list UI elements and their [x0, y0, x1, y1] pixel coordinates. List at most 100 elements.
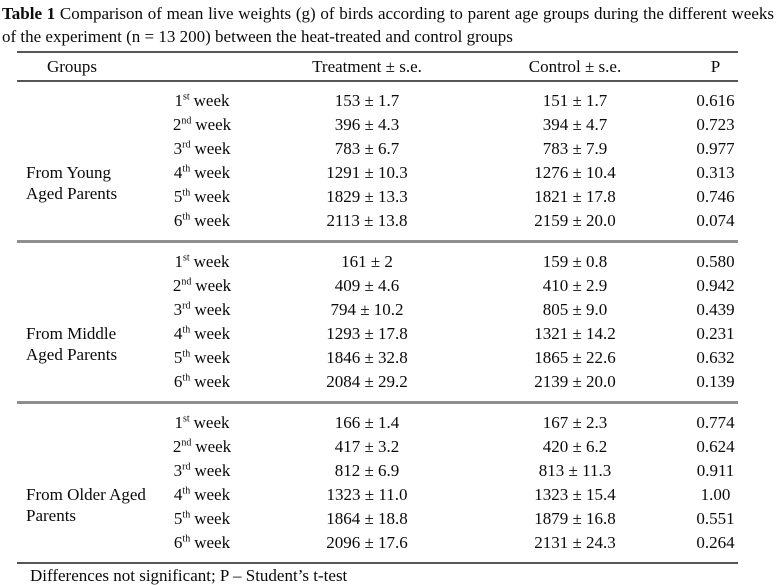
header-control: Control ± s.e. — [528, 56, 622, 76]
week-ordinal-suffix: th — [182, 324, 191, 336]
week-number: 1 — [174, 413, 183, 432]
table-row: 4th week 1291 ± 10.3 1276 ± 10.4 0.313 — [127, 161, 738, 185]
week-ordinal-suffix: rd — [182, 139, 191, 151]
treatment-value: 1846 ± 32.8 — [326, 348, 408, 367]
treatment-value: 161 ± 2 — [341, 252, 393, 271]
week-ordinal-suffix: rd — [182, 461, 191, 473]
table-caption: Table 1 Comparison of mean live weights … — [2, 2, 774, 48]
p-value: 0.551 — [696, 509, 735, 528]
table-top-rule — [17, 51, 738, 53]
table-row: 6th week 2113 ± 13.8 2159 ± 20.0 0.074 — [127, 209, 738, 233]
group-rows: 1st week 166 ± 1.4 167 ± 2.3 0.774 2nd week 417… — [127, 411, 738, 555]
group-label-line: Parents — [26, 506, 77, 525]
group-section-older: From Older Aged Parents 1st week 166 ± 1.4… — [17, 404, 738, 562]
data-table: Groups Treatment ± s.e. Control ± s.e. P… — [17, 51, 738, 585]
table-row: 3rd week 794 ± 10.2 805 ± 9.0 0.439 — [127, 298, 738, 322]
week-ordinal-suffix: st — [182, 413, 190, 425]
week-word: week — [194, 348, 231, 367]
control-value: 1821 ± 17.8 — [534, 187, 616, 206]
table-row: 6th week 2084 ± 29.2 2139 ± 20.0 0.139 — [127, 370, 738, 394]
table-row: 1st week 166 ± 1.4 167 ± 2.3 0.774 — [127, 411, 738, 435]
treatment-value: 417 ± 3.2 — [334, 437, 400, 456]
week-cell: 3rd week — [127, 139, 277, 159]
week-number: 6 — [173, 211, 183, 230]
week-number: 2 — [172, 115, 182, 134]
group-separator-rule — [17, 240, 738, 243]
week-ordinal-suffix: th — [182, 163, 191, 175]
treatment-value: 812 ± 6.9 — [334, 461, 400, 480]
week-word: week — [195, 276, 232, 295]
p-value: 0.977 — [696, 139, 735, 158]
week-word: week — [194, 509, 231, 528]
week-word: week — [194, 187, 231, 206]
control-value: 151 ± 1.7 — [542, 91, 608, 110]
week-number: 1 — [174, 252, 183, 271]
week-cell: 5th week — [127, 509, 277, 529]
control-value: 813 ± 11.3 — [538, 461, 612, 480]
week-cell: 6th week — [127, 533, 277, 553]
p-value: 0.231 — [696, 324, 735, 343]
control-value: 1321 ± 14.2 — [534, 324, 616, 343]
header-p: P — [710, 56, 721, 76]
week-cell: 5th week — [127, 187, 277, 207]
header-groups: Groups — [46, 56, 98, 76]
control-value: 2131 ± 24.3 — [534, 533, 616, 552]
week-cell: 6th week — [127, 211, 277, 231]
p-value: 0.632 — [696, 348, 735, 367]
week-number: 3 — [173, 461, 183, 480]
treatment-value: 1293 ± 17.8 — [326, 324, 408, 343]
control-value: 783 ± 7.9 — [542, 139, 608, 158]
week-number: 6 — [173, 372, 183, 391]
week-cell: 3rd week — [127, 461, 277, 481]
week-ordinal-suffix: th — [182, 211, 191, 223]
p-value: 1.00 — [700, 485, 731, 504]
group-rows: 1st week 153 ± 1.7 151 ± 1.7 0.616 2nd week 396… — [127, 89, 738, 233]
week-ordinal-suffix: th — [182, 372, 191, 384]
table-row: 5th week 1846 ± 32.8 1865 ± 22.6 0.632 — [127, 346, 738, 370]
week-ordinal-suffix: rd — [182, 300, 191, 312]
week-ordinal-suffix: th — [182, 348, 191, 360]
week-ordinal-suffix: th — [182, 509, 191, 521]
week-number: 4 — [173, 485, 183, 504]
week-number: 4 — [173, 163, 183, 182]
treatment-value: 2084 ± 29.2 — [326, 372, 408, 391]
treatment-value: 396 ± 4.3 — [334, 115, 400, 134]
treatment-value: 2113 ± 13.8 — [326, 211, 408, 230]
week-cell: 2nd week — [127, 276, 277, 296]
week-number: 4 — [173, 324, 183, 343]
week-ordinal-suffix: th — [182, 485, 191, 497]
table-row: 5th week 1829 ± 13.3 1821 ± 17.8 0.746 — [127, 185, 738, 209]
control-value: 2139 ± 20.0 — [534, 372, 616, 391]
p-value: 0.942 — [696, 276, 735, 295]
p-value: 0.746 — [696, 187, 735, 206]
table-footnote: Differences not significant; P – Student… — [30, 566, 348, 585]
week-cell: 5th week — [127, 348, 277, 368]
table-row: 4th week 1323 ± 11.0 1323 ± 15.4 1.00 — [127, 483, 738, 507]
week-word: week — [195, 115, 232, 134]
week-word: week — [194, 485, 231, 504]
group-label-line: From Middle — [26, 324, 117, 343]
table-caption-label: Table 1 — [2, 4, 56, 23]
p-value: 0.774 — [696, 413, 735, 432]
treatment-value: 1291 ± 10.3 — [326, 163, 408, 182]
treatment-value: 153 ± 1.7 — [334, 91, 400, 110]
group-separator-rule — [17, 401, 738, 404]
control-value: 1323 ± 15.4 — [534, 485, 616, 504]
week-number: 5 — [173, 509, 183, 528]
table-header-row: Groups Treatment ± s.e. Control ± s.e. P — [17, 53, 738, 80]
control-value: 420 ± 6.2 — [542, 437, 608, 456]
week-number: 2 — [172, 276, 182, 295]
group-label-line: From Young — [26, 163, 112, 182]
table-row: 3rd week 812 ± 6.9 813 ± 11.3 0.911 — [127, 459, 738, 483]
p-value: 0.911 — [696, 461, 735, 480]
p-value: 0.439 — [696, 300, 735, 319]
p-value: 0.616 — [696, 91, 735, 110]
week-ordinal-suffix: th — [182, 533, 191, 545]
group-label: From Older Aged Parents — [17, 433, 146, 577]
treatment-value: 1864 ± 18.8 — [326, 509, 408, 528]
week-cell: 1st week — [127, 413, 277, 433]
week-number: 5 — [173, 348, 183, 367]
table-row: 1st week 161 ± 2 159 ± 0.8 0.580 — [127, 250, 738, 274]
p-value: 0.139 — [696, 372, 735, 391]
